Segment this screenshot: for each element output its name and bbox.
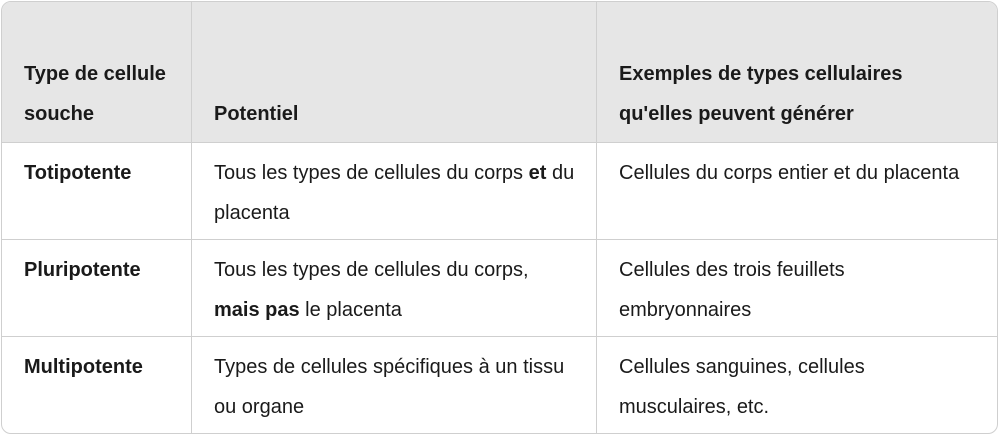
table-row: Pluripotente Tous les types de cellules …: [2, 240, 997, 337]
text: Types de cellules spécifiques à un tissu…: [214, 356, 565, 418]
text: le placenta: [299, 299, 402, 321]
table-row: Multipotente Types de cellules spécifiqu…: [2, 337, 997, 433]
cell-potentiel: Tous les types de cellules du corps, mai…: [192, 240, 597, 337]
cell-exemples: Cellules des trois feuillets embryonnair…: [597, 240, 997, 337]
text: Tous les types de cellules du corps: [214, 162, 529, 184]
text: du placenta: [214, 162, 575, 224]
cell-exemples: Cellules du corps entier et du placenta: [597, 143, 997, 240]
bold-text: mais pas: [214, 299, 300, 321]
cell-type: Pluripotente: [2, 240, 192, 337]
header-type: Type de cellule souche: [2, 2, 192, 143]
cell-potentiel: Tous les types de cellules du corps et d…: [192, 143, 597, 240]
table-row: Totipotente Tous les types de cellules d…: [2, 143, 997, 240]
cell-exemples: Cellules sanguines, cellules musculaires…: [619, 356, 865, 418]
header-potentiel: Potentiel: [192, 2, 597, 143]
cell-type: Totipotente: [2, 143, 192, 240]
header-exemples: Exemples de types cellulaires qu'elles p…: [597, 2, 997, 143]
cell-potentiel: Types de cellules spécifiques à un tissu…: [192, 337, 597, 433]
table-header-row: Type de cellule souche Potentiel Exemple…: [2, 2, 997, 143]
cell-type: Multipotente: [2, 337, 192, 433]
bold-text: et: [528, 162, 547, 184]
text: Tous les types de cellules du corps,: [214, 259, 529, 281]
